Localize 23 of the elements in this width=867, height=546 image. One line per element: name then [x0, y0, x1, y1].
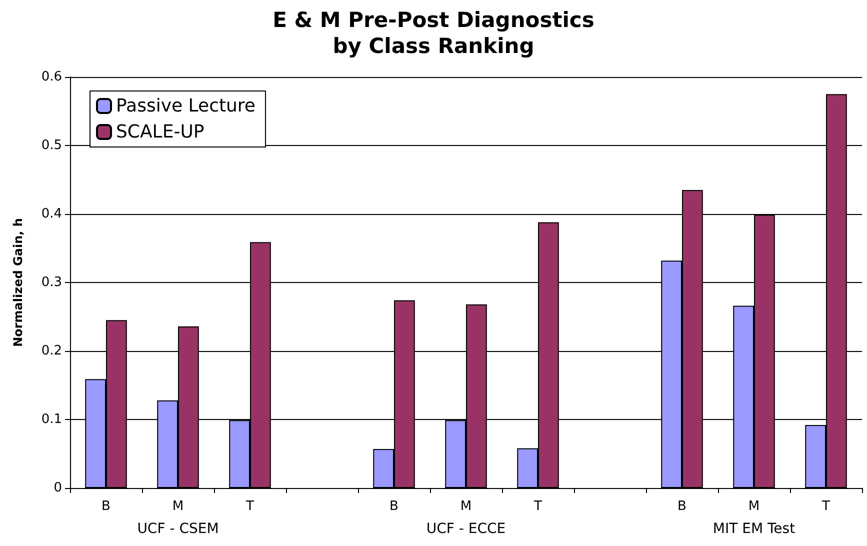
- y-tick-label: 0.4: [41, 206, 62, 222]
- x-tick-label: M: [172, 499, 184, 514]
- chart-title: E & M Pre-Post Diagnostics by Class Ranking: [272, 8, 594, 58]
- x-tick-label: B: [390, 499, 398, 514]
- x-tick-label: T: [533, 499, 542, 514]
- text: UCF - ECCE: [426, 521, 506, 537]
- text: UCF - CSEM: [137, 521, 219, 537]
- x-tick-label: B: [678, 499, 686, 514]
- y-tick-label: 0.1: [41, 412, 62, 427]
- y-axis-title: Normalized Gain, h: [11, 218, 25, 347]
- legend-label: SCALE-UP: [116, 122, 204, 142]
- x-tick-label: T: [245, 499, 254, 514]
- y-tick-label: 0: [54, 480, 62, 496]
- y-tick-label: 0.6: [41, 70, 62, 84]
- text: MIT EM Test: [712, 521, 796, 537]
- x-tick-label: T: [821, 499, 830, 514]
- y-tick-label: 0.2: [41, 344, 62, 358]
- y-tick-label: 0.5: [41, 138, 62, 153]
- x-tick-label: B: [102, 499, 110, 514]
- y-tick-label: 0.3: [41, 275, 62, 290]
- x-tick-label: M: [460, 499, 472, 514]
- x-tick-label: M: [748, 499, 760, 514]
- legend-label: Passive Lecture: [116, 96, 256, 116]
